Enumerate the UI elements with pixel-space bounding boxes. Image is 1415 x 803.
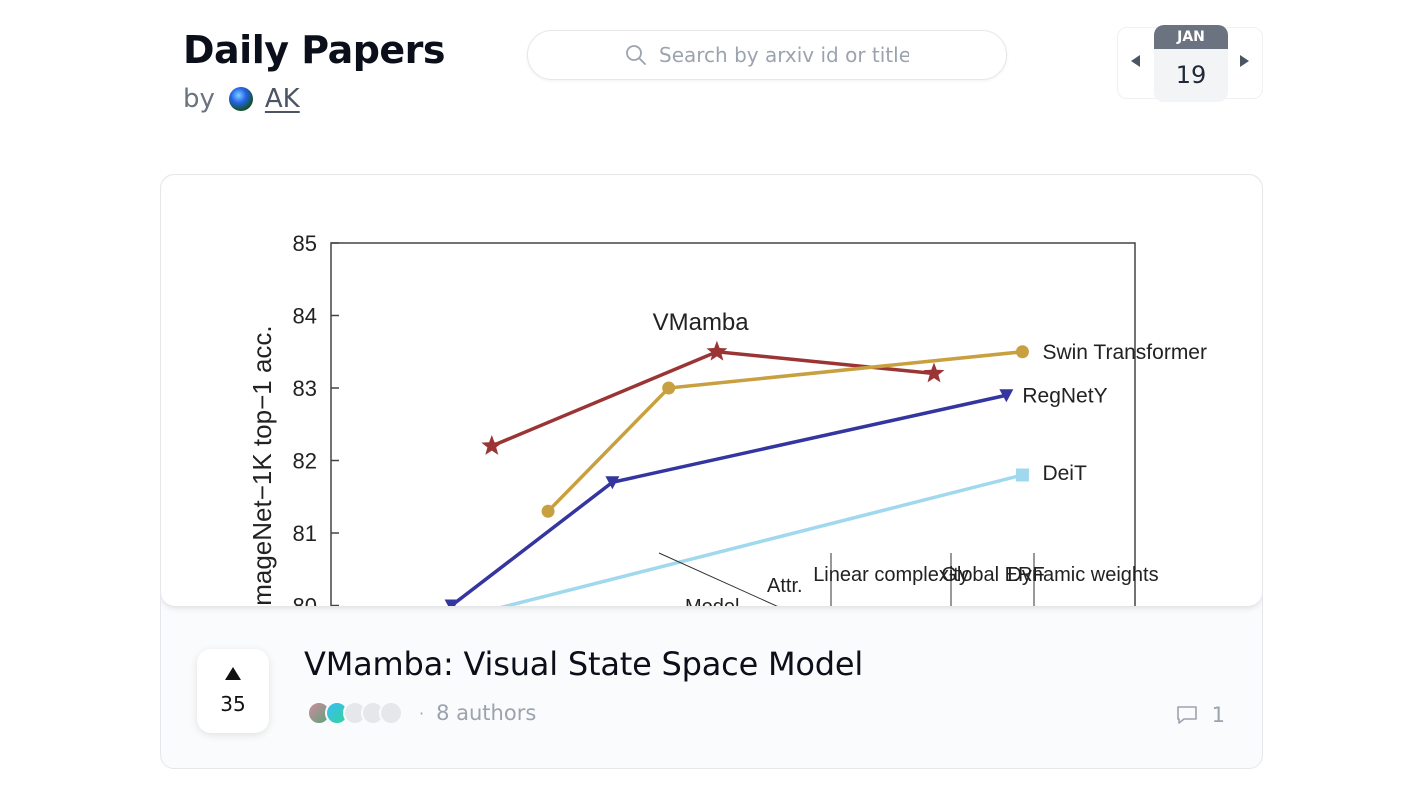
upvote-arrow-icon [225, 666, 241, 680]
data-point [999, 389, 1014, 403]
separator-dot: · [419, 703, 425, 723]
attribute-table: Attr. Model Linear complexity Global ERF… [658, 552, 1159, 606]
upvote-count: 35 [220, 691, 246, 716]
data-point [541, 504, 555, 518]
author-link[interactable]: AK [264, 84, 300, 114]
comments-count: 1 [1211, 703, 1225, 727]
authors-row[interactable]: · 8 authors [307, 701, 536, 725]
data-point [481, 435, 503, 455]
by-label: by [183, 84, 215, 114]
table-header-dynamic: Dynamic weights [1007, 564, 1158, 586]
data-point [1015, 345, 1029, 359]
search-icon [626, 45, 646, 65]
thumbnail-chart: 85 84 83 82 81 80 ImageNet−1K top−1 acc. VMam… [247, 231, 1207, 607]
series-label: DeiT [1042, 462, 1087, 485]
comment-icon [1176, 706, 1197, 724]
y-tick-label: 81 [293, 521, 317, 546]
data-point [923, 362, 945, 383]
y-tick-label: 84 [293, 304, 317, 329]
calendar-date[interactable]: JAN 19 [1154, 25, 1228, 102]
table-header-model: Model [685, 596, 739, 606]
comments-link[interactable]: 1 [1176, 703, 1225, 727]
y-tick-label: 80 [293, 594, 317, 607]
y-tick-label: 85 [293, 231, 317, 256]
calendar-month: JAN [1154, 25, 1228, 49]
data-point [444, 599, 459, 606]
table-header-attr: Attr. [767, 575, 803, 597]
chart-y-label: ImageNet−1K top−1 acc. [247, 325, 277, 606]
date-picker: JAN 19 [1117, 25, 1263, 102]
series-line [546, 350, 1023, 513]
series-label: VMamba [653, 309, 750, 336]
authors-count: 8 authors [436, 701, 537, 725]
plot-frame [330, 242, 1136, 606]
upvote-button[interactable]: 35 [197, 649, 269, 733]
data-point [662, 381, 676, 395]
table-header-global: Global ERF [941, 564, 1044, 586]
search-input[interactable] [659, 43, 909, 67]
previous-day-icon[interactable] [1128, 53, 1144, 69]
y-tick-label: 82 [293, 449, 317, 474]
byline: by AK [183, 84, 300, 114]
search-bar[interactable] [527, 30, 1007, 80]
next-day-icon[interactable] [1236, 53, 1252, 69]
series-label: RegNetY [1022, 384, 1107, 407]
table-header-linear: Linear complexity [813, 564, 969, 586]
paper-card[interactable]: 85 84 83 82 81 80 ImageNet−1K top−1 acc. VMam… [160, 174, 1263, 769]
series-line [499, 473, 1023, 606]
paper-thumbnail[interactable]: 85 84 83 82 81 80 ImageNet−1K top−1 acc. VMam… [161, 175, 1262, 606]
author-avatar [379, 701, 403, 725]
y-tick-label: 83 [293, 376, 317, 401]
paper-title[interactable]: VMamba: Visual State Space Model [304, 645, 864, 683]
calendar-day: 19 [1175, 61, 1207, 89]
data-point [706, 340, 728, 361]
author-avatar[interactable] [228, 87, 253, 111]
data-point [1015, 468, 1029, 482]
series-label: Swin Transformer [1042, 341, 1207, 364]
page-title: Daily Papers [183, 28, 446, 72]
data-point [605, 476, 620, 490]
